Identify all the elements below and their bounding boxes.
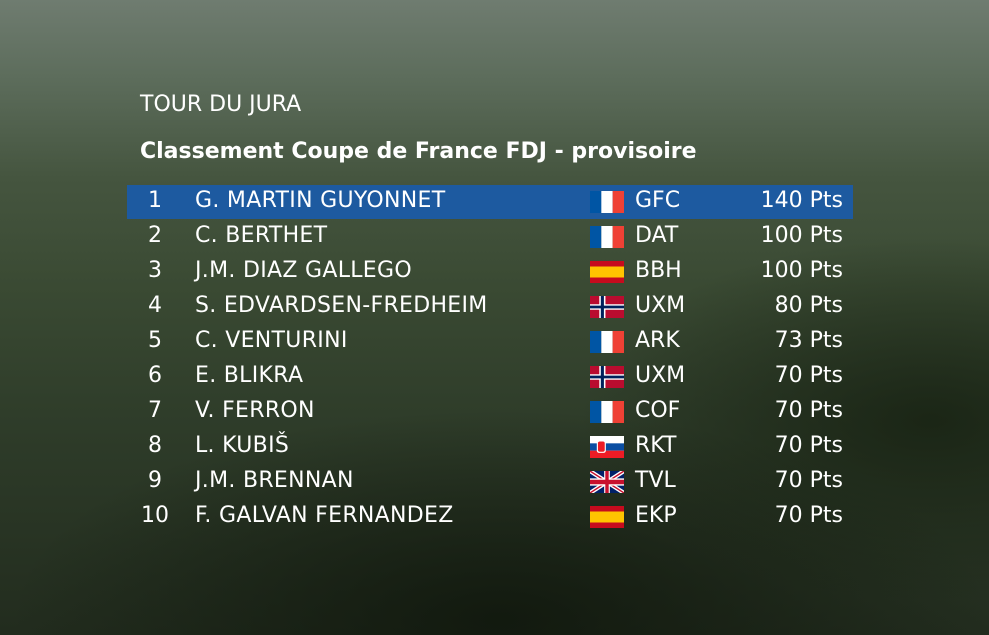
rider-name: L. KUBIŠ <box>195 433 290 458</box>
table-row: 4 S. EDVARDSEN-FREDHEIM UXM 80 Pts <box>127 290 853 324</box>
table-row: 8 L. KUBIŠ RKT 70 Pts <box>127 430 853 464</box>
title: TOUR DU JURA <box>140 92 302 117</box>
rank: 10 <box>141 503 169 528</box>
flag <box>590 436 624 458</box>
points: 70 Pts <box>774 363 843 388</box>
team-code: COF <box>635 398 681 423</box>
flag <box>590 261 624 283</box>
rider-name: V. FERRON <box>195 398 315 423</box>
points: 70 Pts <box>774 503 843 528</box>
flag <box>590 506 624 528</box>
team-code: RKT <box>635 433 677 458</box>
rider-name: E. BLIKRA <box>195 363 304 388</box>
rider-name: J.M. DIAZ GALLEGO <box>195 258 412 283</box>
rank: 4 <box>148 293 162 318</box>
team-code: TVL <box>635 468 676 493</box>
points: 73 Pts <box>774 328 843 353</box>
points: 70 Pts <box>774 433 843 458</box>
flag <box>590 366 624 388</box>
rank: 9 <box>148 468 162 493</box>
rider-name: F. GALVAN FERNANDEZ <box>195 503 454 528</box>
table-row: 3 J.M. DIAZ GALLEGO BBH 100 Pts <box>127 255 853 289</box>
team-code: DAT <box>635 223 679 248</box>
table-row: 9 J.M. BRENNAN TVL 70 Pts <box>127 465 853 499</box>
table-row: 1 G. MARTIN GUYONNET GFC 140 Pts <box>127 185 853 219</box>
table-row: 6 E. BLIKRA UXM 70 Pts <box>127 360 853 394</box>
rider-name: C. BERTHET <box>195 223 328 248</box>
rank: 5 <box>148 328 162 353</box>
points: 140 Pts <box>760 188 843 213</box>
rank: 6 <box>148 363 162 388</box>
flag <box>590 331 624 353</box>
team-code: EKP <box>635 503 677 528</box>
flag <box>590 191 624 213</box>
table-row: 5 C. VENTURINI ARK 73 Pts <box>127 325 853 359</box>
points: 80 Pts <box>774 293 843 318</box>
flag <box>590 226 624 248</box>
team-code: UXM <box>635 293 686 318</box>
team-code: UXM <box>635 363 686 388</box>
rank: 1 <box>148 188 162 213</box>
rider-name: S. EDVARDSEN-FREDHEIM <box>195 293 488 318</box>
points: 70 Pts <box>774 398 843 423</box>
rank: 3 <box>148 258 162 283</box>
rank: 7 <box>148 398 162 423</box>
flag <box>590 296 624 318</box>
points: 100 Pts <box>760 223 843 248</box>
rider-name: C. VENTURINI <box>195 328 348 353</box>
rank: 8 <box>148 433 162 458</box>
points: 70 Pts <box>774 468 843 493</box>
team-code: BBH <box>635 258 682 283</box>
flag <box>590 471 624 493</box>
points: 100 Pts <box>760 258 843 283</box>
rider-name: G. MARTIN GUYONNET <box>195 188 446 213</box>
table-row: 2 C. BERTHET DAT 100 Pts <box>127 220 853 254</box>
rider-name: J.M. BRENNAN <box>195 468 354 493</box>
flag <box>590 401 624 423</box>
table-row: 7 V. FERRON COF 70 Pts <box>127 395 853 429</box>
team-code: GFC <box>635 188 681 213</box>
team-code: ARK <box>635 328 680 353</box>
table-row: 10 F. GALVAN FERNANDEZ EKP 70 Pts <box>127 500 853 534</box>
subtitle: Classement Coupe de France FDJ - proviso… <box>140 139 697 164</box>
rank: 2 <box>148 223 162 248</box>
